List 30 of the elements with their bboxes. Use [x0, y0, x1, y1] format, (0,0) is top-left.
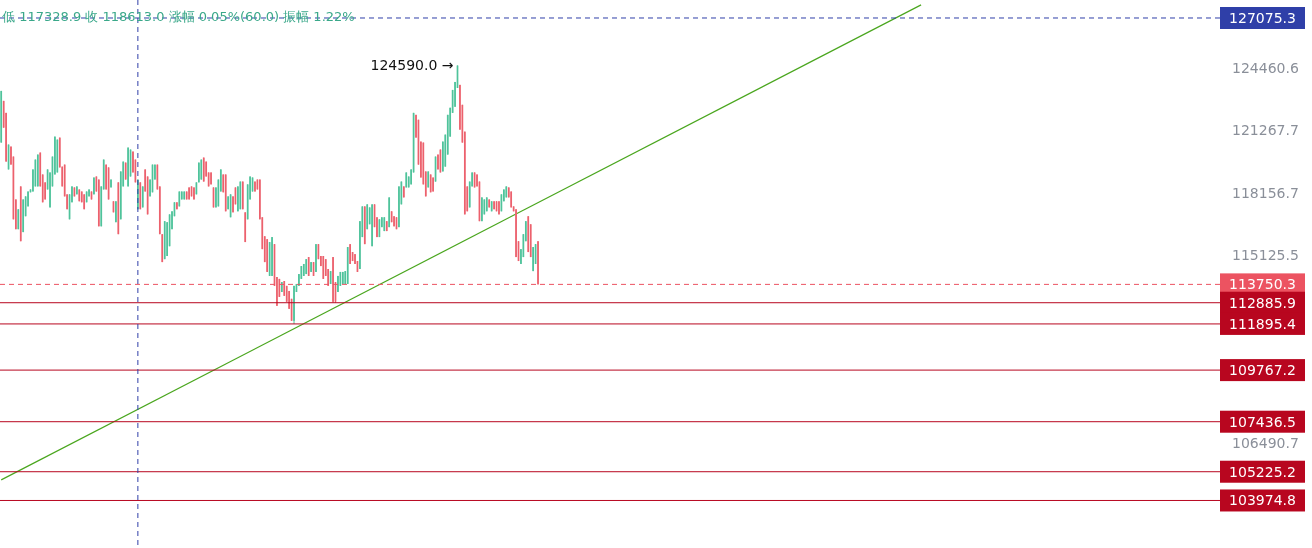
candlestick	[432, 177, 434, 192]
candlestick	[532, 246, 534, 272]
ref-line-label: 109767.2	[1229, 362, 1296, 379]
candlestick	[76, 185, 78, 195]
ytick: 115125.5	[1232, 247, 1299, 264]
candlestick	[337, 275, 339, 293]
ref-line-label: 107436.5	[1229, 413, 1296, 430]
candlestick	[437, 154, 439, 170]
ytick: 106490.7	[1232, 435, 1299, 451]
ref-line-label: 103974.8	[1229, 492, 1296, 509]
candlestick	[110, 179, 112, 188]
ytick: 118156.7	[1232, 185, 1299, 201]
candlestick	[310, 261, 312, 273]
ytick: 121267.7	[1232, 122, 1299, 139]
candlestick	[349, 243, 351, 265]
ref-line-label: 105225.2	[1229, 463, 1296, 480]
candlestick	[115, 200, 117, 223]
ref-line-label: 111895.4	[1229, 315, 1296, 332]
candlestick	[237, 185, 239, 212]
candlestick	[176, 201, 178, 210]
candlestick	[515, 208, 517, 258]
candlestick	[198, 162, 200, 183]
note: 124590.0 →	[370, 57, 454, 74]
candlestick	[393, 215, 395, 227]
note: 低 117328.9 收 118613.0 涨幅 0.05%(60.0) 振幅 1.22%	[2, 9, 355, 24]
ref-line-label: 113750.3	[1229, 276, 1296, 293]
candlestick	[537, 240, 539, 285]
ytick: 124460.6	[1232, 60, 1299, 76]
ref-line-label: 112885.9	[1229, 294, 1296, 311]
ref-line-label: 127075.3	[1229, 10, 1296, 26]
